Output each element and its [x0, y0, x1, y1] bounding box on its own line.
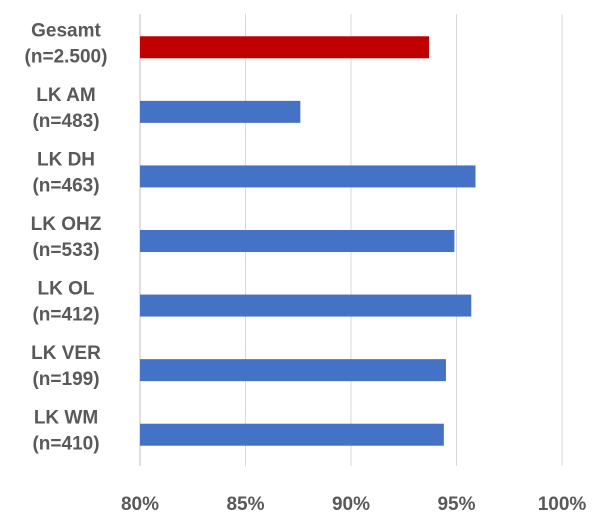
bar-6	[140, 423, 444, 446]
category-labels: Gesamt (n=2.500)LK AM (n=483)LK DH (n=463)L…	[25, 20, 108, 454]
x-axis-tick-labels: 80% 85% 90% 95% 100%	[121, 494, 586, 515]
category-label: Gesamt (n=2.500)	[25, 20, 108, 67]
category-sample-size: (n=410)	[32, 434, 99, 455]
category-label: LK DH (n=463)	[32, 149, 99, 196]
category-name: LK OHZ	[31, 214, 102, 235]
bars	[140, 36, 476, 446]
bar-1	[140, 100, 301, 123]
category-name: LK WM	[34, 408, 98, 429]
category-sample-size: (n=412)	[32, 305, 99, 326]
category-name: LK VER	[31, 343, 101, 364]
category-name: LK OL	[38, 279, 95, 300]
bar-0	[140, 36, 430, 59]
bar-4	[140, 294, 472, 317]
category-label: LK WM (n=410)	[32, 408, 99, 455]
x-tick-label: 100%	[538, 494, 587, 515]
category-sample-size: (n=2.500)	[25, 46, 108, 67]
category-sample-size: (n=483)	[32, 111, 99, 132]
bar-5	[140, 359, 446, 382]
category-name: LK AM	[36, 85, 95, 106]
category-name: LK DH	[37, 149, 95, 170]
category-sample-size: (n=533)	[32, 240, 99, 261]
category-label: LK OL (n=412)	[32, 279, 99, 326]
category-label: LK OHZ (n=533)	[31, 214, 102, 261]
category-name: Gesamt	[31, 20, 101, 41]
category-label: LK AM (n=483)	[32, 85, 99, 132]
bar-2	[140, 165, 476, 188]
x-tick-label: 90%	[332, 494, 370, 515]
x-tick-label: 95%	[437, 494, 475, 515]
category-sample-size: (n=463)	[32, 175, 99, 196]
category-sample-size: (n=199)	[32, 369, 99, 390]
x-tick-label: 80%	[121, 494, 159, 515]
category-label: LK VER (n=199)	[31, 343, 101, 390]
x-tick-label: 85%	[226, 494, 264, 515]
bar-3	[140, 230, 455, 252]
